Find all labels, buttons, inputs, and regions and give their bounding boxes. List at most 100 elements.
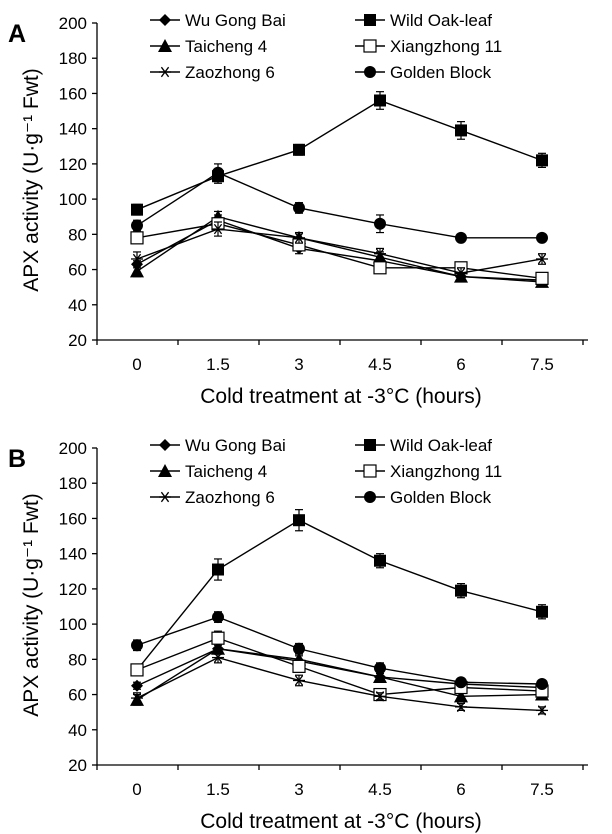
x-axis-label-a: Cold treatment at -3°C (hours)	[200, 385, 482, 408]
data-point-b-triangle	[211, 641, 225, 655]
data-point-b-circle	[536, 677, 548, 690]
data-point-b-square	[374, 554, 386, 567]
x-tick-label-b: 4.5	[368, 780, 392, 799]
data-point-b-asterisk	[374, 691, 386, 702]
y-tick-label-a: 180	[59, 49, 87, 68]
series-line-b-asterisk	[136, 656, 543, 712]
y-tick-label-a: 140	[59, 120, 87, 139]
legend-label-b: Xiangzhong 11	[390, 462, 502, 481]
legend-marker-b-square	[364, 439, 376, 451]
legend-marker-b-triangle	[158, 464, 172, 477]
legend-marker-a-open-square	[363, 39, 377, 53]
legend-label-b: Wild Oak-leaf	[390, 436, 492, 455]
panel-label-a: A	[8, 20, 26, 48]
series-line-b-open-square	[136, 637, 543, 696]
x-tick-label-b: 1.5	[206, 780, 230, 799]
data-point-b-open-square	[292, 659, 306, 673]
x-tick-label-b: 7.5	[530, 780, 554, 799]
data-point-a-asterisk	[374, 248, 386, 259]
data-point-a-square	[374, 94, 386, 107]
legend-marker-b-open-square	[363, 464, 377, 478]
data-point-b-circle	[212, 611, 224, 624]
legend-label-b: Golden Block	[390, 488, 492, 507]
data-point-a-open-square	[535, 271, 549, 285]
data-point-b-circle	[455, 676, 467, 689]
panel-label-b: B	[8, 445, 26, 473]
legend-marker-a-triangle	[158, 39, 172, 52]
data-point-a-open-square	[373, 261, 387, 275]
data-point-a-square	[455, 124, 467, 137]
legend-marker-a-square	[364, 14, 376, 26]
x-tick-label-b: 6	[456, 780, 465, 799]
series-line-a-triangle	[136, 215, 543, 283]
data-point-a-asterisk	[212, 223, 224, 235]
data-point-b-asterisk	[293, 675, 305, 686]
y-tick-label-a: 20	[68, 331, 87, 350]
x-tick-label-b: 3	[294, 780, 303, 799]
legend-label-a: Golden Block	[390, 63, 492, 82]
data-point-b-square	[293, 514, 305, 527]
data-point-a-circle	[212, 166, 224, 179]
y-tick-label-b: 60	[68, 686, 87, 705]
data-point-a-open-square	[130, 231, 144, 245]
y-tick-label-a: 200	[59, 14, 87, 33]
y-tick-label-a: 160	[59, 84, 87, 103]
legend-label-b: Zaozhong 6	[185, 488, 275, 507]
y-tick-label-a: 80	[68, 225, 87, 244]
legend-label-a: Taicheng 4	[185, 37, 267, 56]
data-point-a-asterisk	[293, 232, 305, 244]
y-tick-label-b: 80	[68, 650, 87, 669]
legend-label-a: Xiangzhong 11	[390, 37, 502, 56]
data-point-a-asterisk	[131, 253, 143, 265]
data-point-a-square	[293, 143, 305, 156]
series-line-a-open-square	[136, 223, 543, 280]
data-point-a-triangle	[130, 264, 144, 278]
x-tick-label-a: 1.5	[206, 355, 230, 374]
data-point-b-asterisk	[131, 692, 143, 704]
y-tick-label-a: 100	[59, 190, 87, 209]
y-tick-label-b: 140	[59, 545, 87, 564]
data-point-b-asterisk	[212, 652, 224, 663]
legend-marker-a-circle	[364, 66, 376, 78]
data-point-b-circle	[374, 662, 386, 675]
data-point-b-triangle	[454, 689, 468, 703]
y-axis-label-b: APX activity (U·g⁻¹ Fwt)	[20, 493, 43, 716]
x-tick-label-a: 7.5	[530, 355, 554, 374]
legend-label-b: Wu Gong Bai	[185, 436, 286, 455]
data-point-a-circle	[455, 231, 467, 244]
data-point-b-asterisk	[455, 701, 467, 713]
data-point-b-circle	[293, 642, 305, 655]
x-tick-label-a: 6	[456, 355, 465, 374]
y-tick-label-b: 40	[68, 721, 87, 740]
legend-marker-b-circle	[364, 491, 376, 503]
data-point-b-triangle	[373, 669, 387, 683]
legend-label-a: Wu Gong Bai	[185, 11, 286, 30]
series-line-b-circle	[136, 616, 543, 685]
legend-marker-b-asterisk	[159, 491, 171, 503]
x-tick-label-a: 0	[132, 355, 141, 374]
legend-label-a: Wild Oak-leaf	[390, 11, 492, 30]
data-point-b-diamond	[131, 679, 143, 692]
data-point-a-asterisk	[536, 253, 548, 265]
x-axis-label-b: Cold treatment at -3°C (hours)	[200, 810, 482, 833]
data-point-b-asterisk	[536, 705, 548, 716]
series-line-a-asterisk	[136, 228, 543, 274]
legend-marker-a-asterisk	[159, 66, 171, 78]
data-point-a-circle	[293, 201, 305, 214]
y-tick-label-b: 120	[59, 580, 87, 599]
data-point-b-square	[212, 563, 224, 576]
legend-marker-a-diamond	[159, 14, 171, 26]
series-line-b-square	[136, 519, 543, 671]
series-line-a-circle	[136, 171, 542, 239]
legend-label-b: Taicheng 4	[185, 462, 267, 481]
y-tick-label-b: 160	[59, 509, 87, 528]
data-point-b-open-square	[130, 663, 144, 677]
data-point-a-circle	[131, 219, 143, 232]
y-tick-label-a: 120	[59, 155, 87, 174]
x-tick-label-b: 0	[132, 780, 141, 799]
series-line-b-triangle	[136, 648, 543, 701]
legend-label-a: Zaozhong 6	[185, 63, 275, 82]
x-tick-label-a: 4.5	[368, 355, 392, 374]
data-point-a-square	[536, 154, 548, 167]
